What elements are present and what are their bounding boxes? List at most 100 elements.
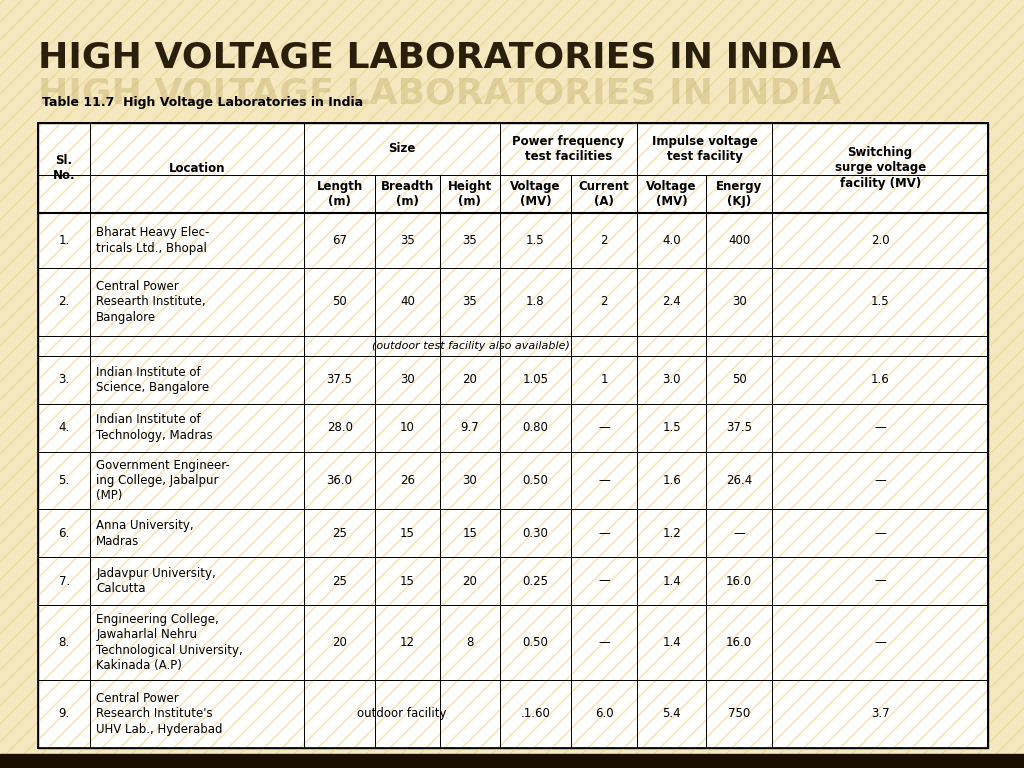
Text: Switching
surge voltage
facility (MV): Switching surge voltage facility (MV): [835, 146, 926, 190]
Text: 750: 750: [728, 707, 751, 720]
Text: HIGH VOLTAGE LABORATORIES IN INDIA: HIGH VOLTAGE LABORATORIES IN INDIA: [38, 76, 841, 110]
Text: 25: 25: [332, 527, 347, 540]
Text: 35: 35: [463, 233, 477, 247]
Text: 9.7: 9.7: [461, 421, 479, 434]
Text: 1.6: 1.6: [663, 474, 681, 487]
Text: 0.30: 0.30: [522, 527, 548, 540]
Text: 30: 30: [400, 373, 415, 386]
Text: Bharat Heavy Elec-
tricals Ltd., Bhopal: Bharat Heavy Elec- tricals Ltd., Bhopal: [96, 226, 210, 254]
Text: 1.2: 1.2: [663, 527, 681, 540]
Text: Breadth
(m): Breadth (m): [381, 180, 434, 208]
Text: 37.5: 37.5: [726, 421, 752, 434]
Text: Indian Institute of
Technology, Madras: Indian Institute of Technology, Madras: [96, 413, 213, 442]
Text: 1.4: 1.4: [663, 636, 681, 649]
Text: 25: 25: [332, 574, 347, 588]
Text: 1.05: 1.05: [522, 373, 548, 386]
Text: 1.6: 1.6: [870, 373, 890, 386]
Text: 26.4: 26.4: [726, 474, 753, 487]
Text: Sl.
No.: Sl. No.: [53, 154, 76, 182]
Bar: [38, 123, 988, 748]
Text: 2.0: 2.0: [870, 233, 890, 247]
Text: 10: 10: [400, 421, 415, 434]
Text: 28.0: 28.0: [327, 421, 352, 434]
Text: Impulse voltage
test facility: Impulse voltage test facility: [652, 134, 758, 164]
Text: 37.5: 37.5: [327, 373, 352, 386]
Text: 1.8: 1.8: [526, 295, 545, 308]
Text: —: —: [598, 527, 610, 540]
Text: Power frequency
test facilities: Power frequency test facilities: [512, 134, 625, 164]
Text: (outdoor test facility also available): (outdoor test facility also available): [372, 341, 569, 351]
Text: 0.50: 0.50: [522, 474, 548, 487]
Text: 0.80: 0.80: [522, 421, 548, 434]
Text: Size: Size: [388, 143, 416, 155]
Text: 50: 50: [732, 373, 746, 386]
Text: 3.: 3.: [58, 373, 70, 386]
Text: Central Power
Researth Institute,
Bangalore: Central Power Researth Institute, Bangal…: [96, 280, 206, 323]
Text: 8.: 8.: [58, 636, 70, 649]
Text: 3.0: 3.0: [663, 373, 681, 386]
Text: 35: 35: [463, 295, 477, 308]
Text: 20: 20: [463, 373, 477, 386]
Text: 16.0: 16.0: [726, 636, 753, 649]
Text: —: —: [874, 574, 886, 588]
Text: 20: 20: [332, 636, 347, 649]
Text: 1.5: 1.5: [663, 421, 681, 434]
Text: 7.: 7.: [58, 574, 70, 588]
Text: 1.4: 1.4: [663, 574, 681, 588]
Text: outdoor facility: outdoor facility: [357, 707, 446, 720]
Text: 15: 15: [463, 527, 477, 540]
Text: 9.: 9.: [58, 707, 70, 720]
Text: 16.0: 16.0: [726, 574, 753, 588]
Text: —: —: [733, 527, 745, 540]
Text: 1.: 1.: [58, 233, 70, 247]
Text: 2: 2: [600, 295, 608, 308]
Text: 0.50: 0.50: [522, 636, 548, 649]
Text: Central Power
Research Institute's
UHV Lab., Hyderabad: Central Power Research Institute's UHV L…: [96, 692, 223, 736]
Text: —: —: [598, 636, 610, 649]
Text: Energy
(KJ): Energy (KJ): [716, 180, 762, 208]
Text: Location: Location: [169, 161, 225, 174]
Text: 26: 26: [400, 474, 415, 487]
Text: 15: 15: [400, 527, 415, 540]
Text: Table 11.7  High Voltage Laboratories in India: Table 11.7 High Voltage Laboratories in …: [42, 96, 364, 109]
Text: HIGH VOLTAGE LABORATORIES IN INDIA: HIGH VOLTAGE LABORATORIES IN INDIA: [38, 41, 841, 75]
Text: 2: 2: [600, 233, 608, 247]
Text: Government Engineer-
ing College, Jabalpur
(MP): Government Engineer- ing College, Jabalp…: [96, 458, 230, 502]
Text: 6.0: 6.0: [595, 707, 613, 720]
Text: 35: 35: [400, 233, 415, 247]
Text: 2.4: 2.4: [663, 295, 681, 308]
Text: 2.: 2.: [58, 295, 70, 308]
Text: 400: 400: [728, 233, 751, 247]
Bar: [0, 754, 1024, 768]
Text: Current
(A): Current (A): [579, 180, 630, 208]
Text: 6.: 6.: [58, 527, 70, 540]
Text: 1: 1: [600, 373, 608, 386]
Text: —: —: [598, 474, 610, 487]
Text: 8: 8: [466, 636, 473, 649]
Text: Height
(m): Height (m): [447, 180, 492, 208]
Text: 1.5: 1.5: [870, 295, 890, 308]
Text: 1.5: 1.5: [526, 233, 545, 247]
Text: 4.: 4.: [58, 421, 70, 434]
Text: —: —: [874, 527, 886, 540]
Text: 4.0: 4.0: [663, 233, 681, 247]
Text: 5.4: 5.4: [663, 707, 681, 720]
Text: 67: 67: [332, 233, 347, 247]
Text: Indian Institute of
Science, Bangalore: Indian Institute of Science, Bangalore: [96, 366, 209, 394]
Text: —: —: [598, 421, 610, 434]
Text: Length
(m): Length (m): [316, 180, 362, 208]
Text: Voltage
(MV): Voltage (MV): [646, 180, 697, 208]
Text: 3.7: 3.7: [870, 707, 890, 720]
Text: —: —: [874, 636, 886, 649]
Text: .1.60: .1.60: [520, 707, 550, 720]
Text: 50: 50: [332, 295, 347, 308]
Text: 40: 40: [400, 295, 415, 308]
Text: Engineering College,
Jawaharlal Nehru
Technological University,
Kakinada (A.P): Engineering College, Jawaharlal Nehru Te…: [96, 613, 243, 672]
Text: 12: 12: [400, 636, 415, 649]
Text: 20: 20: [463, 574, 477, 588]
Text: 0.25: 0.25: [522, 574, 548, 588]
Text: Voltage
(MV): Voltage (MV): [510, 180, 560, 208]
Text: Anna University,
Madras: Anna University, Madras: [96, 519, 194, 548]
Text: 15: 15: [400, 574, 415, 588]
Text: 36.0: 36.0: [327, 474, 352, 487]
